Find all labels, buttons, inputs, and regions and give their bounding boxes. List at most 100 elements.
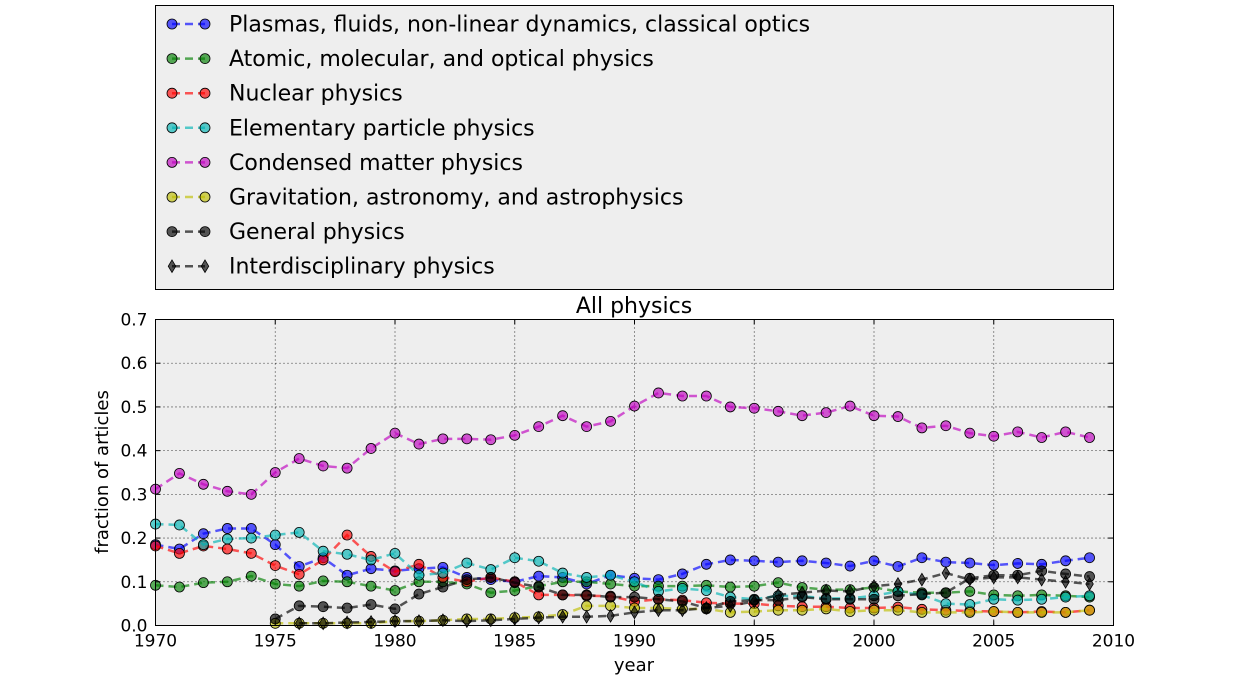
data-point: [844, 560, 856, 572]
data-point: [365, 443, 377, 454]
data-point: [892, 561, 904, 572]
data-point: [389, 603, 401, 615]
data-point: [844, 400, 856, 412]
legend-marker: [166, 226, 178, 238]
data-point: [294, 616, 304, 631]
data-point: [629, 400, 640, 412]
data-point: [772, 556, 784, 568]
x-axis-label: year: [614, 655, 655, 676]
data-point: [389, 585, 401, 596]
data-point: [868, 604, 880, 616]
y-tick-label: 0.6: [120, 354, 147, 374]
legend-marker: [199, 18, 211, 30]
data-point: [988, 606, 1000, 617]
data-point: [269, 529, 281, 541]
data-point: [820, 603, 832, 615]
data-point: [437, 433, 449, 445]
data-point: [605, 569, 616, 581]
data-point: [868, 555, 880, 567]
y-tick-label: 0.0: [120, 617, 147, 637]
data-point: [844, 606, 856, 617]
data-point: [892, 590, 904, 602]
legend-label: General physics: [229, 220, 405, 245]
x-tick-label: 1980: [373, 632, 416, 652]
data-point: [365, 554, 377, 566]
data-point: [557, 410, 569, 422]
data-point: [964, 427, 976, 439]
data-point: [245, 488, 257, 500]
data-point: [605, 591, 616, 603]
data-point: [581, 589, 592, 601]
data-point: [916, 422, 928, 434]
data-point: [174, 467, 185, 479]
data-point: [462, 614, 472, 629]
data-point: [940, 420, 952, 432]
data-point: [509, 429, 521, 441]
data-point: [341, 576, 353, 588]
data-point: [796, 410, 808, 422]
data-point: [389, 427, 401, 439]
data-point: [317, 460, 329, 472]
data-point: [1036, 432, 1048, 443]
data-point: [654, 603, 663, 618]
data-point: [677, 582, 688, 594]
data-point: [989, 570, 998, 585]
data-point: [341, 602, 353, 614]
data-point: [197, 539, 209, 551]
data-point: [485, 572, 497, 583]
legend-label: Condensed matter physics: [229, 151, 523, 176]
data-point: [293, 600, 305, 612]
data-point: [702, 600, 711, 616]
data-point: [700, 585, 712, 596]
data-point: [653, 387, 664, 399]
data-point: [318, 616, 328, 631]
data-point: [940, 606, 952, 618]
data-point: [1012, 558, 1024, 569]
series-line: [155, 527, 1090, 586]
y-tick-label: 0.3: [120, 485, 147, 505]
data-point: [653, 593, 664, 605]
data-point: [533, 581, 545, 593]
data-point: [582, 609, 591, 624]
data-point: [869, 579, 879, 594]
x-tick-label: 1995: [733, 632, 776, 652]
data-point: [677, 390, 688, 402]
data-point: [533, 570, 545, 582]
data-point: [892, 411, 904, 422]
data-point: [940, 556, 952, 568]
legend-marker: [199, 226, 211, 238]
data-point: [629, 576, 640, 588]
data-point: [245, 570, 257, 582]
x-tick-label: 1975: [254, 632, 297, 652]
data-point: [845, 584, 855, 599]
legend-item: Gravitation, astronomy, and astrophysics: [166, 186, 683, 211]
data-point: [893, 576, 903, 591]
data-point: [365, 599, 377, 610]
data-point: [796, 604, 808, 616]
legend-marker: [199, 122, 211, 134]
data-point: [269, 539, 281, 551]
data-point: [269, 578, 281, 590]
data-point: [940, 587, 952, 599]
x-tick-label: 1990: [613, 632, 656, 652]
data-point: [581, 421, 592, 433]
legend-marker: [166, 87, 178, 99]
y-tick-label: 0.5: [120, 398, 147, 418]
data-point: [820, 407, 832, 419]
data-point: [748, 580, 760, 592]
data-point: [796, 555, 808, 567]
x-tick-label: 2005: [972, 632, 1015, 652]
data-point: [269, 467, 281, 478]
data-point: [916, 552, 928, 564]
data-point: [557, 589, 569, 601]
data-point: [509, 552, 521, 564]
data-point: [772, 405, 784, 417]
data-point: [534, 610, 543, 625]
data-point: [509, 577, 521, 589]
data-point: [868, 410, 880, 422]
data-point: [916, 606, 928, 618]
data-point: [221, 485, 233, 497]
chart-title: All physics: [576, 294, 692, 319]
legend: Plasmas, fluids, non-linear dynamics, cl…: [155, 5, 1114, 290]
